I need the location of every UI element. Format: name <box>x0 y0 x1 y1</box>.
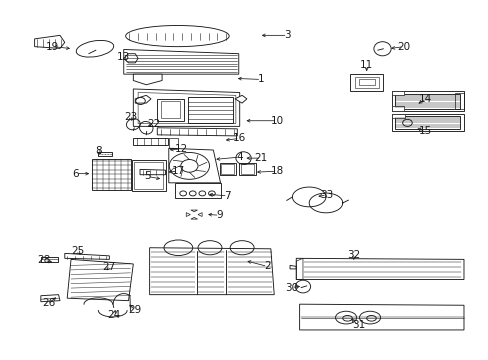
Text: 26: 26 <box>42 298 56 308</box>
Text: 23: 23 <box>123 112 137 122</box>
Polygon shape <box>67 259 133 301</box>
Polygon shape <box>133 74 162 85</box>
Polygon shape <box>35 35 64 48</box>
Text: 29: 29 <box>128 305 142 315</box>
Text: 28: 28 <box>38 256 51 265</box>
Text: 13: 13 <box>117 52 130 62</box>
Text: 11: 11 <box>359 60 372 70</box>
Text: 3: 3 <box>284 30 290 40</box>
Polygon shape <box>133 138 167 145</box>
Text: 8: 8 <box>95 146 102 156</box>
Polygon shape <box>133 89 239 126</box>
Bar <box>161 101 180 118</box>
Polygon shape <box>157 128 237 136</box>
Polygon shape <box>234 95 246 103</box>
Polygon shape <box>391 91 403 95</box>
Polygon shape <box>391 106 403 111</box>
Bar <box>132 159 166 191</box>
Bar <box>187 98 233 123</box>
Text: 33: 33 <box>320 190 333 200</box>
Text: 24: 24 <box>107 310 121 320</box>
Text: 31: 31 <box>351 320 365 330</box>
Bar <box>92 159 131 190</box>
Polygon shape <box>135 95 151 103</box>
Text: 2: 2 <box>264 261 270 271</box>
Text: 7: 7 <box>224 191 230 201</box>
Text: 20: 20 <box>396 42 409 51</box>
Text: 32: 32 <box>346 250 360 260</box>
Text: 15: 15 <box>418 126 431 136</box>
Polygon shape <box>296 258 463 279</box>
Text: 1: 1 <box>258 75 264 85</box>
Bar <box>395 116 459 129</box>
Polygon shape <box>198 213 202 216</box>
Polygon shape <box>41 294 60 302</box>
Text: 21: 21 <box>254 153 267 163</box>
Polygon shape <box>41 257 58 262</box>
Bar <box>134 162 163 189</box>
Text: 5: 5 <box>144 171 151 181</box>
Bar <box>395 94 459 109</box>
Text: 6: 6 <box>72 168 79 179</box>
Polygon shape <box>391 114 463 131</box>
Text: 25: 25 <box>71 246 84 256</box>
Polygon shape <box>190 210 197 212</box>
Polygon shape <box>175 183 220 198</box>
Text: 10: 10 <box>270 116 283 126</box>
Polygon shape <box>64 253 109 259</box>
Polygon shape <box>391 114 404 118</box>
Polygon shape <box>349 74 383 91</box>
Polygon shape <box>190 217 197 219</box>
Text: 27: 27 <box>102 262 116 273</box>
Text: 30: 30 <box>285 283 297 293</box>
Polygon shape <box>149 248 274 294</box>
Bar <box>238 163 255 175</box>
Polygon shape <box>186 213 190 216</box>
Polygon shape <box>391 91 463 111</box>
Text: 18: 18 <box>270 166 283 176</box>
Bar <box>157 99 183 121</box>
Text: 22: 22 <box>146 119 160 129</box>
Text: 19: 19 <box>46 42 60 51</box>
Bar <box>240 165 254 174</box>
Polygon shape <box>123 49 238 74</box>
Bar <box>98 153 112 156</box>
Bar <box>221 165 234 174</box>
Text: 17: 17 <box>171 166 184 176</box>
Text: 9: 9 <box>216 210 223 220</box>
Bar <box>219 163 236 175</box>
Text: 4: 4 <box>236 152 243 162</box>
Polygon shape <box>168 148 220 183</box>
Text: 12: 12 <box>174 144 187 154</box>
Polygon shape <box>299 304 463 330</box>
Polygon shape <box>123 54 138 63</box>
Text: 14: 14 <box>418 94 431 104</box>
Polygon shape <box>140 170 165 175</box>
Text: 16: 16 <box>233 133 246 143</box>
